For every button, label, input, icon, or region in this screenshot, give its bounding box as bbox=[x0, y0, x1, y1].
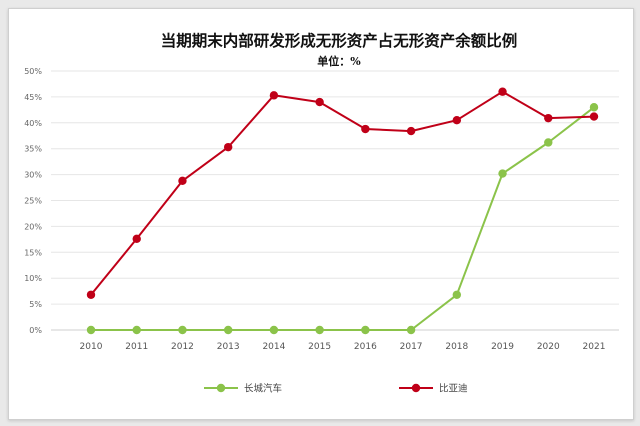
x-tick-label: 2010 bbox=[80, 342, 103, 352]
data-point bbox=[86, 325, 96, 335]
legend-label: 比亚迪 bbox=[439, 383, 468, 395]
series-points bbox=[86, 87, 599, 335]
y-tick-label: 35% bbox=[24, 145, 42, 154]
data-point bbox=[406, 325, 416, 335]
x-tick-label: 2016 bbox=[354, 342, 377, 352]
x-tick-label: 2015 bbox=[308, 342, 331, 352]
series-lines bbox=[90, 90, 595, 331]
y-tick-label: 40% bbox=[24, 119, 42, 128]
y-tick-label: 15% bbox=[24, 248, 42, 257]
chart-card: 当期期末内部研发形成无形资产占无形资产余额比例 单位：% 0% 5% 10% 15% 2… bbox=[8, 8, 634, 420]
chart-title: 当期期末内部研发形成无形资产占无形资产余额比例 bbox=[161, 31, 518, 50]
y-tick-label: 25% bbox=[24, 197, 42, 206]
y-tick-label: 20% bbox=[24, 222, 42, 231]
legend-marker bbox=[411, 383, 421, 393]
data-point bbox=[269, 91, 279, 100]
y-axis: 0% 5% 10% 15% 20% 25% 30% 35% 40% 45% 50% bbox=[24, 67, 42, 335]
data-point bbox=[498, 169, 507, 178]
x-tick-label: 2011 bbox=[125, 342, 148, 352]
data-point bbox=[178, 325, 187, 335]
line-chart: 当期期末内部研发形成无形资产占无形资产余额比例 单位：% 0% 5% 10% 15% 2… bbox=[24, 31, 619, 395]
data-point bbox=[498, 87, 507, 96]
data-point bbox=[544, 138, 553, 147]
x-tick-label: 2019 bbox=[491, 342, 514, 352]
y-tick-label: 5% bbox=[29, 300, 42, 309]
data-point bbox=[315, 97, 324, 107]
series-line-1 bbox=[90, 90, 595, 296]
data-point bbox=[361, 124, 370, 134]
data-point bbox=[361, 325, 370, 335]
legend-marker bbox=[216, 383, 226, 393]
data-point bbox=[223, 325, 233, 335]
y-tick-label: 10% bbox=[24, 274, 42, 283]
x-axis: 2010 2011 2012 2013 2014 2015 2016 2017 2018 2019… bbox=[80, 342, 606, 352]
x-tick-label: 2017 bbox=[400, 342, 423, 352]
x-tick-label: 2013 bbox=[217, 342, 240, 352]
y-tick-label: 30% bbox=[24, 171, 42, 180]
data-point bbox=[452, 290, 462, 299]
data-point bbox=[589, 103, 599, 112]
data-point bbox=[406, 126, 416, 136]
series-line-0 bbox=[91, 106, 595, 331]
data-point bbox=[315, 325, 324, 335]
x-tick-label: 2021 bbox=[583, 342, 606, 352]
x-tick-label: 2012 bbox=[171, 342, 194, 352]
legend-label: 长城汽车 bbox=[244, 383, 282, 395]
legend: 长城汽车 比亚迪 bbox=[204, 383, 468, 395]
data-point bbox=[132, 234, 141, 244]
x-tick-label: 2018 bbox=[445, 342, 468, 352]
y-tick-label: 50% bbox=[24, 67, 42, 76]
y-tick-label: 45% bbox=[24, 93, 42, 102]
data-point bbox=[86, 290, 96, 299]
x-tick-label: 2014 bbox=[262, 342, 285, 352]
data-point bbox=[589, 112, 599, 121]
chart-subtitle: 单位：% bbox=[317, 54, 361, 68]
data-point bbox=[544, 113, 553, 123]
y-tick-label: 0% bbox=[29, 326, 42, 335]
x-tick-label: 2020 bbox=[537, 342, 560, 352]
data-point bbox=[178, 176, 187, 186]
data-point bbox=[132, 325, 141, 335]
data-point bbox=[223, 142, 233, 152]
data-point bbox=[269, 325, 279, 335]
data-point bbox=[452, 116, 462, 125]
